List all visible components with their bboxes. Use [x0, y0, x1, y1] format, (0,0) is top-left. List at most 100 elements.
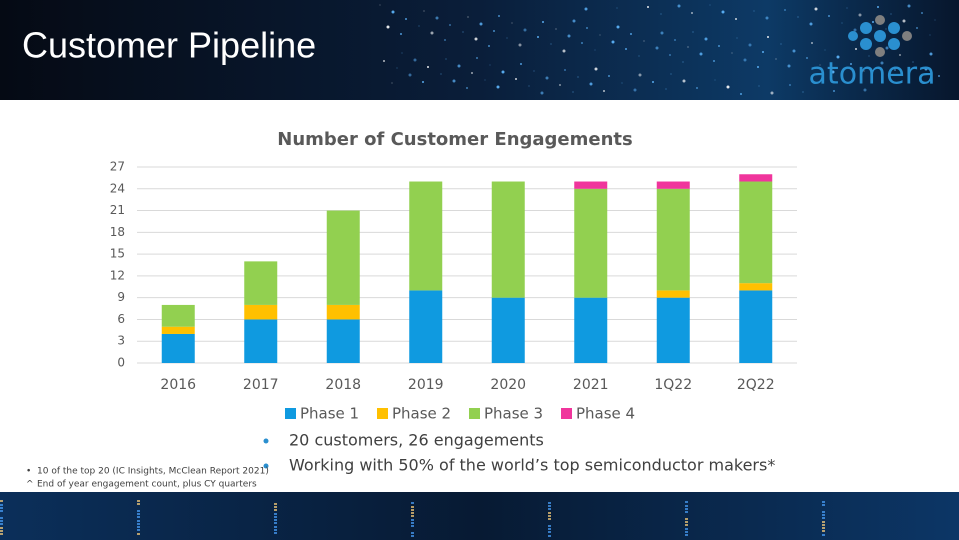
star [518, 43, 522, 47]
circuit-dot [548, 505, 551, 507]
bar-segment [244, 304, 278, 320]
star [677, 4, 681, 8]
star [853, 28, 857, 32]
bar-segment [244, 261, 278, 305]
star [811, 42, 813, 44]
star [484, 79, 486, 81]
star [850, 63, 852, 65]
circuit-dot [137, 523, 140, 525]
circuit-dot [548, 508, 551, 510]
legend-label: Phase 1 [300, 405, 359, 423]
circuit-dot [685, 528, 688, 530]
star [567, 34, 571, 38]
star [413, 58, 417, 62]
star [792, 49, 796, 53]
circuit-dot [274, 526, 277, 528]
star [449, 24, 451, 26]
bar-segment [574, 297, 608, 363]
circuit-dot [685, 501, 688, 503]
star [427, 66, 429, 68]
circuit-dot [137, 520, 140, 522]
bar-segment [326, 210, 360, 305]
star [599, 34, 601, 36]
x-tick-label: 1Q22 [654, 377, 692, 393]
star [863, 70, 865, 72]
star [929, 52, 933, 56]
star [594, 67, 598, 71]
star [506, 37, 508, 39]
circuit-dot [411, 519, 414, 521]
y-tick-label: 9 [117, 290, 125, 304]
star [537, 36, 539, 38]
star [726, 85, 730, 89]
star [422, 81, 424, 83]
star [444, 39, 446, 41]
star [758, 85, 760, 87]
star [633, 88, 637, 92]
star [780, 43, 782, 45]
star [621, 82, 623, 84]
bullet-dot [263, 438, 269, 444]
star [912, 61, 914, 63]
star [899, 54, 901, 56]
circuit-dot [548, 528, 551, 530]
star [767, 36, 769, 38]
x-tick-label: 2019 [408, 377, 444, 393]
circuit-dot [548, 502, 551, 504]
star [630, 33, 632, 35]
star [863, 88, 867, 92]
footer-band [0, 492, 959, 540]
star [655, 46, 659, 50]
circuit-dot [685, 534, 688, 536]
bar-segment [161, 333, 195, 363]
circuit-dot [822, 511, 825, 513]
star [625, 48, 627, 50]
star [846, 7, 848, 9]
star [638, 55, 640, 57]
logo-text: atomera [809, 57, 936, 92]
legend-label: Phase 2 [392, 405, 451, 423]
circuit-dot [822, 504, 825, 506]
bar-segment [656, 188, 690, 291]
circuit-dot [411, 535, 414, 537]
star [877, 6, 879, 8]
bar-segment [326, 319, 360, 363]
star [564, 69, 566, 71]
y-tick-label: 15 [110, 247, 125, 261]
star [660, 13, 662, 15]
star [396, 67, 398, 69]
star [907, 4, 911, 8]
star [408, 73, 412, 77]
star [611, 40, 615, 44]
circuit-dot [0, 527, 3, 529]
circuit-dot [274, 532, 277, 534]
star [921, 12, 923, 14]
star [828, 15, 830, 17]
circuit-dot [685, 521, 688, 523]
star [391, 10, 395, 14]
circuit-dot [822, 534, 825, 536]
y-tick-label: 27 [110, 160, 125, 174]
circuit-dot [685, 531, 688, 533]
star [489, 64, 491, 66]
star [699, 52, 703, 56]
legend-label: Phase 3 [484, 405, 543, 423]
star [789, 84, 791, 86]
star [665, 88, 667, 90]
star [542, 21, 544, 23]
legend-swatch [469, 408, 480, 419]
circuit-dot [274, 506, 277, 508]
star [806, 57, 808, 59]
circuit-dot [548, 525, 551, 527]
star [924, 67, 928, 71]
star [692, 31, 694, 33]
circuit-dot [274, 513, 277, 515]
legend-swatch [561, 408, 572, 419]
y-tick-label: 18 [110, 225, 125, 239]
star [907, 76, 909, 78]
star [836, 55, 840, 59]
star [511, 22, 513, 24]
star [748, 43, 752, 47]
circuit-dot [822, 521, 825, 523]
circuit-dot [0, 504, 3, 506]
